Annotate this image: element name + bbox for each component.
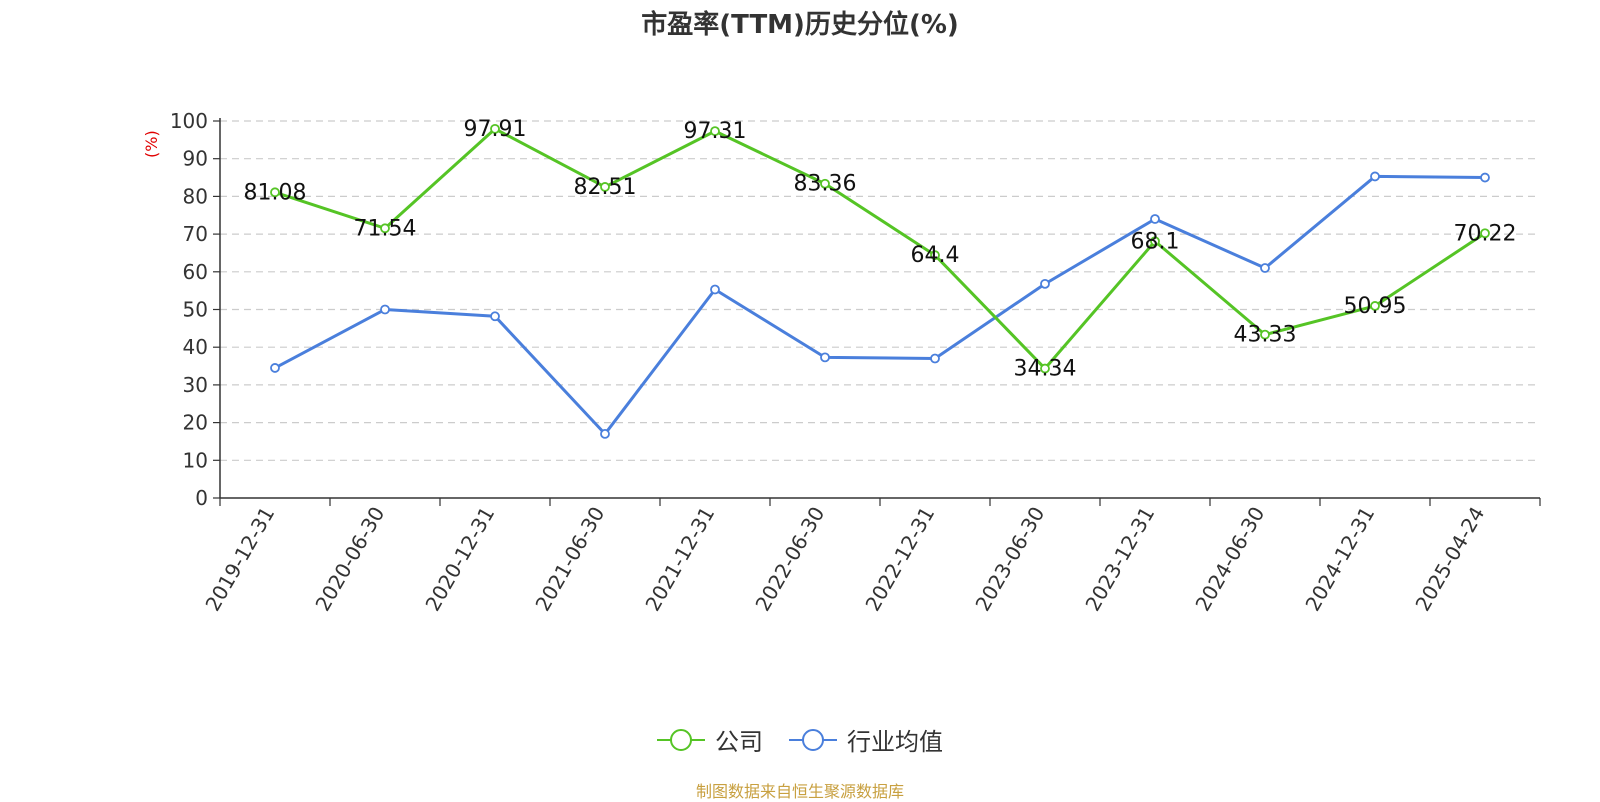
x-tick-label: 2020-12-31: [420, 503, 499, 616]
data-label: 64.4: [911, 243, 960, 268]
data-label: 34.34: [1014, 357, 1077, 382]
data-point-0: [1370, 301, 1380, 311]
chart-title: 市盈率(TTM)历史分位(%): [641, 10, 959, 40]
x-tick-label: 2021-12-31: [640, 503, 719, 616]
legend-label-company: 公司: [715, 728, 763, 756]
data-label: 97.91: [464, 117, 527, 142]
data-label: 68.1: [1131, 229, 1180, 254]
data-label: 81.08: [244, 180, 307, 205]
data-label: 50.95: [1344, 294, 1407, 319]
series-line-0: [274, 127, 1486, 371]
data-point-1: [1370, 171, 1380, 182]
y-tick-label: 0: [195, 486, 208, 510]
legend-item-industry[interactable]: 行业均值: [789, 722, 943, 757]
data-label: 83.36: [794, 172, 857, 197]
y-tick-label: 10: [183, 448, 208, 472]
y-tick-label: 50: [183, 298, 208, 322]
data-source-note: 制图数据来自恒生聚源数据库: [695, 782, 904, 801]
data-point-0: [820, 178, 830, 189]
legend-industry-marker: [789, 728, 837, 751]
x-tick-label: 2019-12-31: [200, 503, 279, 616]
x-tick-label: 2022-12-31: [860, 503, 939, 616]
data-point-0: [710, 126, 720, 137]
legend-item-company[interactable]: 公司: [657, 722, 763, 757]
data-point-1: [930, 353, 940, 364]
data-point-1: [710, 284, 720, 295]
data-point-0: [930, 250, 940, 261]
legend[interactable]: 公司 行业均值: [0, 722, 1600, 757]
data-point-0: [1040, 363, 1050, 374]
y-tick-label: 80: [183, 184, 208, 208]
data-point-1: [1260, 263, 1270, 273]
x-tick-label: 2020-06-30: [310, 503, 389, 616]
y-tick-label: 100: [170, 109, 208, 133]
data-point-1: [1150, 214, 1160, 224]
data-point-1: [490, 311, 500, 322]
y-tick-label: 60: [183, 260, 208, 284]
y-tick-label: 70: [183, 222, 208, 246]
x-tick-label: 2024-06-30: [1190, 503, 1269, 616]
data-point-0: [490, 123, 500, 134]
x-tick-label: 2023-06-30: [970, 503, 1049, 616]
series-line-1: [274, 174, 1486, 436]
legend-label-industry: 行业均值: [847, 728, 943, 756]
data-point-0: [1150, 236, 1160, 247]
x-tick-label: 2021-06-30: [530, 503, 609, 616]
data-point-0: [270, 187, 280, 198]
data-label: 97.31: [684, 119, 747, 144]
data-point-1: [600, 429, 610, 439]
data-point-1: [1480, 172, 1490, 183]
y-tick-label: 90: [183, 147, 208, 171]
data-point-0: [1480, 228, 1490, 239]
data-label: 43.33: [1234, 323, 1297, 348]
legend-company-marker: [657, 728, 705, 751]
x-tick-label: 2022-06-30: [750, 503, 829, 616]
data-label: 82.51: [574, 175, 637, 200]
data-label: 71.54: [354, 216, 417, 241]
data-point-0: [1260, 329, 1270, 340]
y-tick-label: 40: [183, 335, 208, 359]
data-point-1: [270, 363, 280, 373]
data-label: 70.22: [1454, 221, 1517, 246]
data-point-1: [820, 352, 830, 363]
y-tick-label: 30: [183, 373, 208, 397]
data-point-0: [600, 182, 610, 192]
x-tick-label: 2025-04-24: [1410, 503, 1489, 616]
data-point-1: [380, 304, 390, 315]
y-tick-label: 20: [183, 411, 208, 435]
data-point-0: [380, 223, 390, 234]
x-tick-label: 2023-12-31: [1080, 503, 1159, 616]
data-point-1: [1040, 278, 1050, 289]
x-tick-label: 2024-12-31: [1300, 503, 1379, 616]
